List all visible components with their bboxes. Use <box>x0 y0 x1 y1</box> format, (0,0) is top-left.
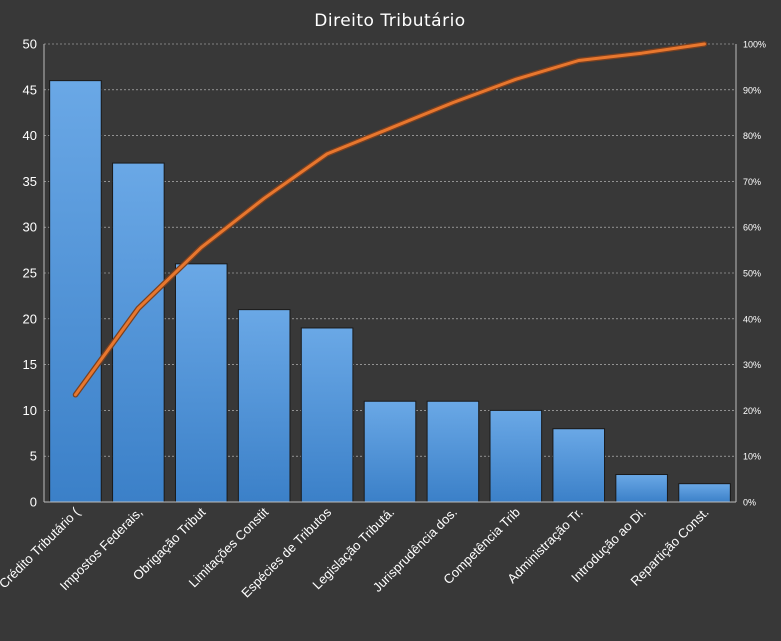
axes <box>43 44 737 503</box>
left-tick-label: 15 <box>23 357 37 372</box>
left-tick-label: 50 <box>23 37 37 52</box>
left-tick-label: 35 <box>23 174 37 189</box>
cumulative-line <box>72 41 708 398</box>
category-labels: Crédito Tributário (Impostos Federais,Ob… <box>0 504 712 600</box>
right-tick-label: 10% <box>743 452 761 462</box>
right-tick-label: 0% <box>743 498 756 508</box>
left-tick-label: 10 <box>23 403 37 418</box>
bar <box>49 80 102 503</box>
right-tick-label: 30% <box>743 360 761 370</box>
bars <box>49 80 731 503</box>
gridlines <box>44 43 736 457</box>
bar <box>174 263 228 503</box>
bar <box>300 327 354 503</box>
right-tick-label: 80% <box>743 131 761 141</box>
right-axis-ticks: 0% 10% 20% 30% 40% 50% 60% 70% 80% 90% 100% <box>743 40 766 508</box>
left-tick-label: 45 <box>23 82 37 97</box>
bar <box>426 400 480 503</box>
right-tick-label: 70% <box>743 177 761 187</box>
left-tick-label: 20 <box>23 311 37 326</box>
bar <box>363 400 417 503</box>
cumulative-line-path <box>74 42 706 397</box>
bar <box>615 474 668 503</box>
left-tick-label: 5 <box>30 449 37 464</box>
right-tick-label: 20% <box>743 406 761 416</box>
right-tick-label: 60% <box>743 223 761 233</box>
right-tick-label: 90% <box>743 85 761 95</box>
right-tick-label: 50% <box>743 269 761 279</box>
bar <box>237 309 291 503</box>
bar <box>489 409 543 503</box>
left-tick-label: 40 <box>23 128 37 143</box>
left-axis-ticks: 0 5 10 15 20 25 30 35 40 45 50 <box>23 37 37 510</box>
right-tick-label: 40% <box>743 314 761 324</box>
left-tick-label: 30 <box>23 220 37 235</box>
left-tick-label: 25 <box>23 266 37 281</box>
left-tick-label: 0 <box>30 495 37 510</box>
chart-title: Direito Tributário <box>314 11 465 31</box>
cumulative-line-shadow <box>72 41 708 398</box>
bar <box>678 483 731 503</box>
right-tick-label: 100% <box>743 40 766 50</box>
bar <box>552 428 606 503</box>
